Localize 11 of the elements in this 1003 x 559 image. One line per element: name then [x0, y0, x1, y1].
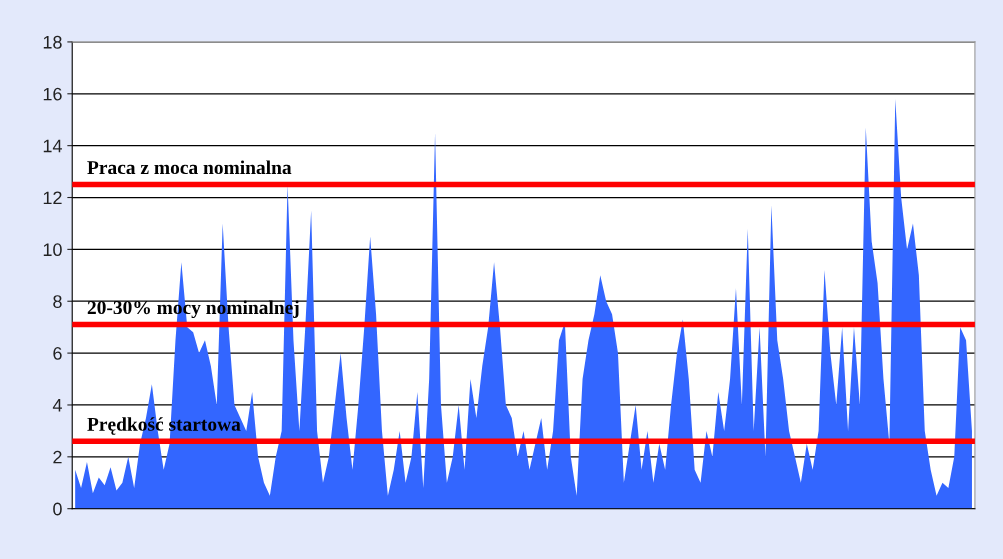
y-tick-label: 2	[53, 450, 62, 464]
ref-line-label: Praca z moca nominalna	[87, 160, 292, 175]
y-tick-label: 12	[43, 191, 62, 205]
y-tick-label: 8	[53, 295, 62, 308]
y-tick-label: 18	[43, 35, 62, 49]
y-tick-label: 6	[53, 347, 62, 360]
y-tick-label: 16	[43, 87, 62, 101]
y-tick-label: 14	[43, 139, 62, 153]
y-tick-label: 10	[43, 243, 62, 257]
y-tick-label: 0	[53, 502, 62, 516]
y-tick-label: 4	[52, 399, 62, 412]
